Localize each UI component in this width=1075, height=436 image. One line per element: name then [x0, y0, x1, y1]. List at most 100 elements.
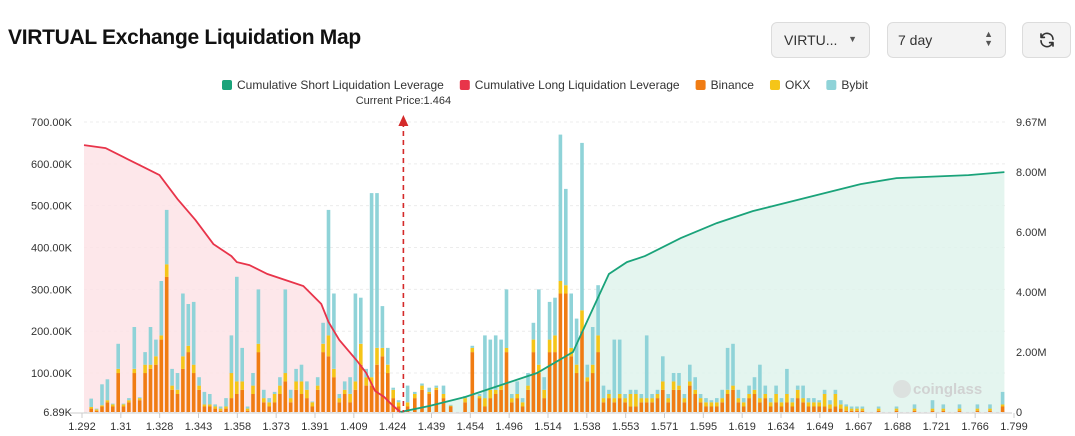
x-tick-label: 1.454 — [457, 421, 485, 433]
current-price-label: Current Price:1.464 — [356, 95, 451, 107]
refresh-icon — [1039, 32, 1054, 48]
bar-bybit — [186, 304, 191, 346]
bar-okx — [736, 398, 741, 403]
bar-bybit — [617, 339, 622, 394]
bar-bybit — [828, 400, 832, 405]
bar-binance — [795, 398, 800, 412]
bar-okx — [137, 398, 142, 401]
bar-bybit — [427, 387, 431, 392]
bar-binance — [558, 293, 563, 412]
bar-bybit — [483, 335, 487, 399]
bar-binance — [601, 402, 606, 412]
bar-okx — [531, 339, 536, 353]
bar-okx — [197, 385, 201, 390]
y-right-tick-label: 8.00M — [1016, 167, 1047, 179]
bar-binance — [553, 352, 557, 412]
bar-okx — [844, 406, 848, 411]
x-tick-label: 1.409 — [340, 421, 368, 433]
bar-binance — [585, 381, 590, 412]
bar-okx — [267, 402, 271, 407]
bar-binance — [693, 394, 697, 412]
chart-legend: Cumulative Short Liquidation Leverage Cum… — [222, 78, 869, 92]
bar-binance — [143, 373, 147, 412]
bar-binance — [1000, 406, 1005, 412]
bar-binance — [127, 402, 131, 412]
bar-okx — [806, 402, 811, 407]
bar-okx — [94, 409, 99, 411]
bar-okx — [434, 387, 439, 390]
bar-okx — [100, 405, 104, 407]
bar-bybit — [299, 364, 304, 382]
bar-okx — [580, 310, 584, 332]
bar-binance — [413, 398, 417, 412]
bar-binance — [849, 410, 854, 412]
bar-okx — [386, 364, 390, 374]
bar-bybit — [650, 394, 654, 399]
bar-okx — [342, 389, 347, 394]
bar-okx — [849, 408, 854, 411]
bar-bybit — [779, 398, 784, 403]
bar-bybit — [839, 400, 843, 405]
bar-binance — [353, 389, 358, 412]
bar-bybit — [785, 368, 789, 394]
period-select-value: 7 day — [898, 32, 933, 48]
coinglass-watermark: coinglass — [893, 380, 982, 398]
period-select[interactable]: 7 day ▲ ▼ — [887, 22, 1006, 58]
x-tick-label: 1.553 — [612, 421, 640, 433]
refresh-button[interactable] — [1022, 22, 1071, 58]
bar-okx — [644, 398, 649, 403]
x-tick-label: 1.595 — [690, 421, 718, 433]
bar-okx — [790, 402, 795, 407]
bar-okx — [111, 404, 115, 407]
bar-bybit — [337, 394, 342, 399]
bar-okx — [774, 394, 778, 403]
x-tick-label: 1.619 — [728, 421, 756, 433]
bar-bybit — [170, 368, 174, 386]
bar-binance — [463, 402, 467, 412]
bar-okx — [477, 396, 482, 399]
symbol-select[interactable]: VIRTU... ▼ — [771, 22, 870, 58]
bar-bybit — [202, 391, 207, 405]
bar-bybit — [715, 398, 719, 403]
x-tick-label: 1.799 — [1000, 421, 1028, 433]
bar-okx — [515, 394, 519, 399]
bar-okx — [585, 377, 590, 382]
bar-binance — [715, 406, 719, 412]
bar-bybit — [342, 381, 347, 390]
bar-binance — [434, 389, 439, 412]
bar-binance — [359, 364, 363, 412]
bar-okx — [143, 364, 147, 374]
bar-bybit — [671, 373, 676, 382]
bar-okx — [305, 389, 309, 399]
bar-bybit — [132, 327, 137, 369]
bar-bybit — [510, 394, 514, 399]
bar-binance — [375, 364, 379, 412]
bar-binance — [256, 352, 261, 412]
bar-binance — [235, 394, 239, 412]
bar-binance — [758, 402, 762, 412]
bar-bybit — [774, 385, 778, 394]
bar-binance — [941, 410, 946, 412]
bar-bybit — [639, 394, 644, 399]
bar-bybit — [477, 394, 482, 397]
bar-okx — [191, 364, 196, 374]
bar-okx — [817, 402, 821, 407]
bar-binance — [427, 394, 431, 412]
bar-binance — [504, 352, 509, 412]
bar-okx — [493, 389, 498, 394]
bar-binance — [817, 406, 821, 412]
bar-bybit — [736, 389, 741, 399]
bar-binance — [531, 352, 536, 412]
bar-bybit — [553, 297, 557, 336]
bar-bybit — [229, 335, 234, 374]
bar-binance — [822, 406, 827, 412]
bar-okx — [661, 381, 665, 390]
bar-okx — [272, 394, 277, 403]
bar-bybit — [607, 389, 611, 394]
bar-binance — [801, 402, 805, 412]
bar-okx — [1000, 404, 1005, 407]
bar-binance — [105, 402, 110, 412]
bar-okx — [677, 385, 681, 390]
bar-binance — [894, 410, 899, 412]
bar-okx — [763, 394, 768, 399]
